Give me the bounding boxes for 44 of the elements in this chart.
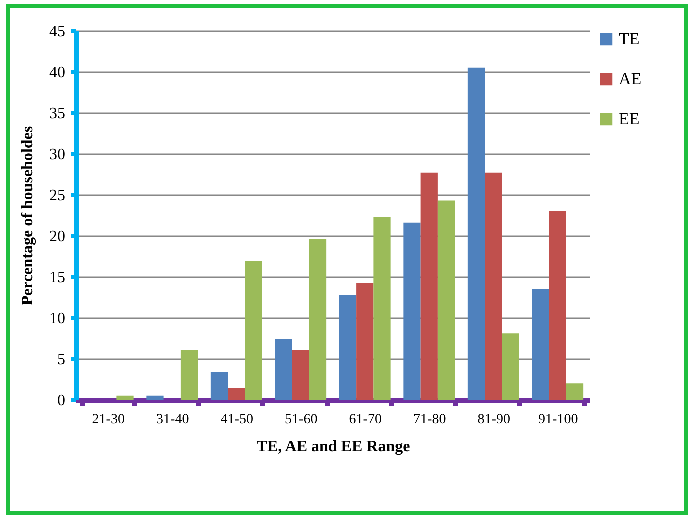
x-tick-label: 61-70 bbox=[349, 412, 382, 428]
bar bbox=[566, 384, 584, 400]
bar bbox=[210, 372, 228, 400]
y-tick-label: 20 bbox=[50, 228, 66, 246]
bar bbox=[420, 172, 438, 400]
bar bbox=[275, 339, 292, 400]
x-tick-label: 91-100 bbox=[538, 412, 578, 428]
legend-label: TE bbox=[619, 30, 640, 48]
x-tick-label: 31-40 bbox=[156, 412, 190, 428]
bar bbox=[502, 334, 520, 400]
bar bbox=[309, 239, 327, 400]
x-tick-label: 81-90 bbox=[478, 412, 510, 428]
bar bbox=[404, 222, 421, 400]
y-tick-label: 15 bbox=[50, 270, 66, 286]
x-tick-label: 21-30 bbox=[92, 412, 125, 428]
legend-label: EE bbox=[619, 110, 640, 128]
bar bbox=[339, 295, 357, 400]
y-tick-label: 40 bbox=[50, 64, 66, 82]
bar bbox=[180, 350, 198, 400]
y-tick-label: 5 bbox=[58, 352, 66, 368]
x-tick-label: 41-50 bbox=[220, 412, 254, 428]
legend-label: AE bbox=[619, 70, 642, 88]
bar bbox=[468, 68, 486, 400]
y-tick-label: 10 bbox=[50, 310, 66, 328]
bar bbox=[532, 289, 550, 400]
bar bbox=[245, 261, 262, 400]
bar bbox=[549, 211, 566, 400]
y-tick-label: 30 bbox=[50, 146, 66, 164]
x-tick-label: 71-80 bbox=[414, 412, 446, 428]
y-tick-label: 0 bbox=[58, 392, 66, 410]
bar bbox=[292, 350, 310, 400]
bar bbox=[116, 396, 134, 400]
bar bbox=[146, 396, 164, 400]
x-tick-label: 51-60 bbox=[285, 412, 318, 428]
x-axis-title: TE, AE and EE Range bbox=[256, 438, 410, 456]
y-axis-title: Percentage of householdes bbox=[20, 126, 36, 306]
bar bbox=[485, 172, 502, 400]
bar bbox=[356, 284, 374, 400]
y-tick-label: 25 bbox=[50, 188, 66, 204]
y-tick-label: 35 bbox=[50, 106, 66, 122]
bar bbox=[228, 388, 246, 400]
bar bbox=[438, 200, 456, 400]
y-tick-label: 45 bbox=[50, 24, 66, 40]
bar bbox=[374, 217, 391, 400]
